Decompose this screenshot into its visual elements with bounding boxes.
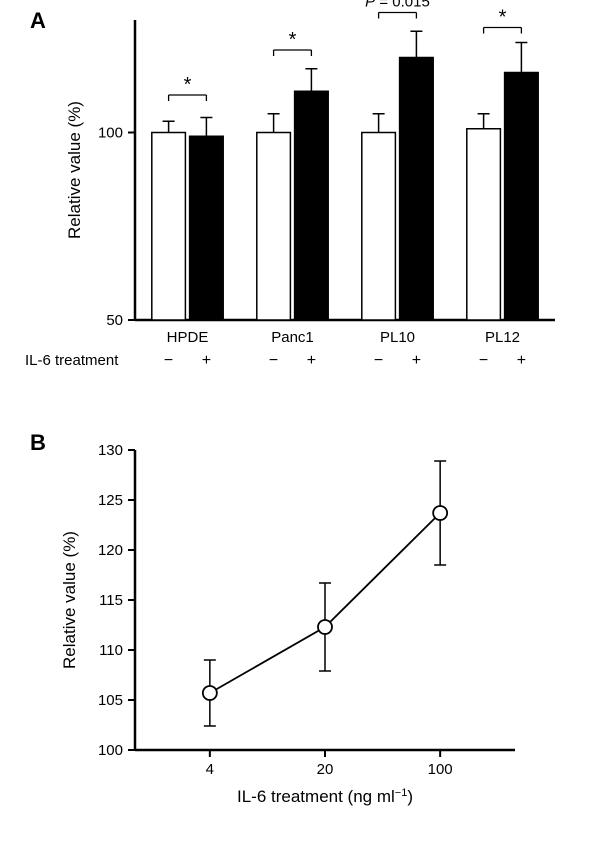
bar <box>257 133 291 321</box>
bar <box>400 58 434 321</box>
treatment-label: + <box>202 352 211 369</box>
bar <box>190 136 224 320</box>
sig-annotation: * <box>499 7 507 29</box>
svg-text:Relative value (%): Relative value (%) <box>60 531 79 669</box>
svg-text:125: 125 <box>98 492 123 509</box>
data-point <box>203 686 217 700</box>
treatment-label: − <box>374 352 383 369</box>
svg-text:100: 100 <box>428 761 453 778</box>
svg-text:20: 20 <box>317 761 334 778</box>
group-label: PL12 <box>485 329 520 346</box>
panel-b-label: B <box>30 430 46 456</box>
panel-b-chart: 100 105 110 115 120 125 130 Relative value (%) 4… <box>0 430 600 850</box>
bar <box>467 129 501 320</box>
svg-text:Relative value (%): Relative value (%) <box>65 101 84 239</box>
group-label: Panc1 <box>271 329 314 346</box>
treatment-label: − <box>164 352 173 369</box>
bar <box>505 73 539 321</box>
data-point <box>318 620 332 634</box>
treatment-axis-label: IL-6 treatment <box>25 352 119 369</box>
svg-text:120: 120 <box>98 542 123 559</box>
group-label: HPDE <box>167 329 209 346</box>
treatment-label: − <box>479 352 488 369</box>
treatment-label: + <box>307 352 316 369</box>
svg-text:4: 4 <box>206 761 214 778</box>
panel-a-label: A <box>30 8 46 34</box>
sig-annotation: * <box>184 74 192 96</box>
bar <box>362 133 396 321</box>
x-axis-label: IL-6 treatment (ng ml−1) <box>237 787 413 806</box>
group-label: PL10 <box>380 329 415 346</box>
sig-annotation: * <box>289 29 297 51</box>
svg-text:105: 105 <box>98 692 123 709</box>
svg-text:110: 110 <box>99 642 123 659</box>
treatment-label: − <box>269 352 278 369</box>
sig-annotation: P = 0.015 <box>365 0 430 11</box>
bar <box>152 133 186 321</box>
treatment-label: + <box>517 352 526 369</box>
svg-text:100: 100 <box>98 742 123 759</box>
data-point <box>433 506 447 520</box>
svg-text:50: 50 <box>106 312 123 329</box>
svg-text:115: 115 <box>99 592 123 609</box>
bar <box>295 91 329 320</box>
svg-text:130: 130 <box>98 442 123 459</box>
svg-text:100: 100 <box>98 125 123 142</box>
panel-a-chart: 50 100 Relative value (%) HPDE Panc1 PL10 PL12… <box>0 0 600 430</box>
treatment-label: + <box>412 352 421 369</box>
